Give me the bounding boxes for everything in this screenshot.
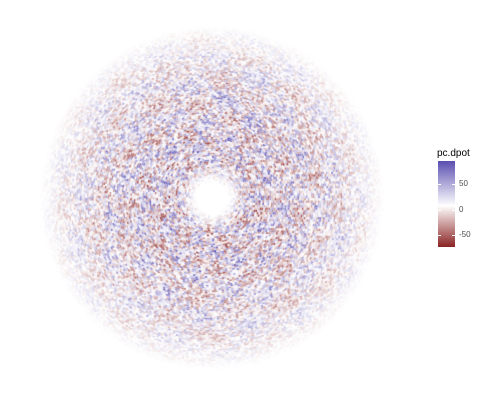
legend-label-50: 50 (459, 179, 468, 188)
legend-tick-0-left (438, 210, 441, 211)
legend-tick-minus50-left (438, 235, 441, 236)
legend-label-0: 0 (459, 205, 464, 214)
legend-title: pc.dpot (437, 148, 470, 159)
legend-tick-50-right (452, 184, 455, 185)
legend-colorbar (438, 161, 455, 247)
legend-tick-50-left (438, 184, 441, 185)
legend-label-minus50: -50 (459, 230, 471, 239)
legend-tick-0-right (452, 210, 455, 211)
legend-tick-minus50-right (452, 235, 455, 236)
